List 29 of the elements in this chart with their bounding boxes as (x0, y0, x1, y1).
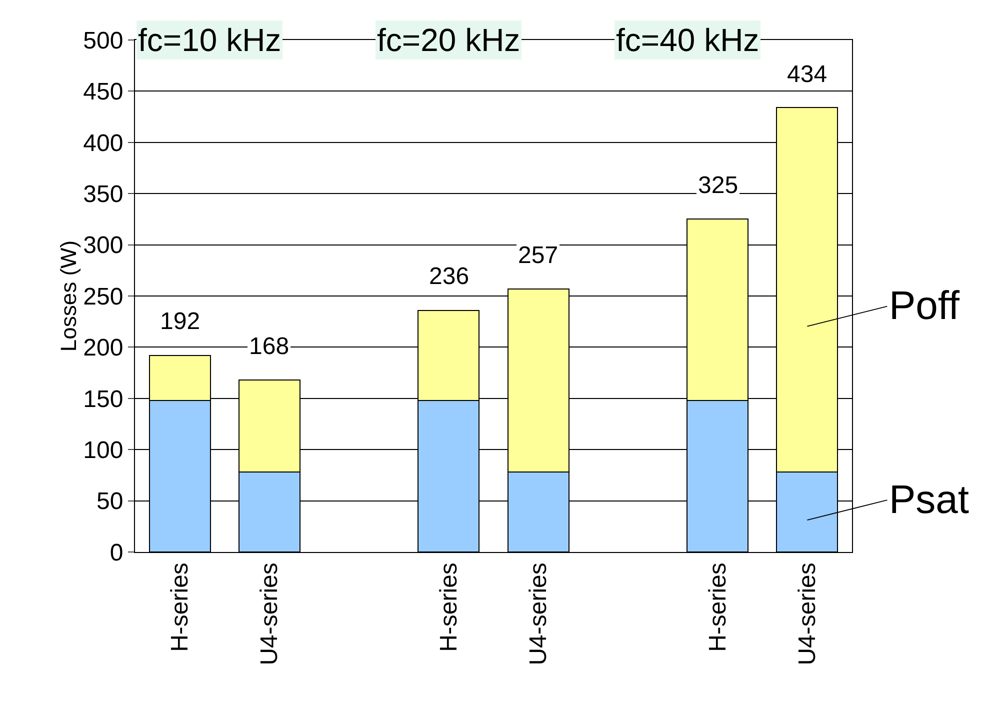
total-label: 257 (518, 242, 558, 269)
y-tick-label: 100 (83, 437, 124, 464)
total-label: 168 (249, 333, 290, 360)
total-label: 325 (698, 172, 738, 199)
legend-label: Poff (889, 284, 960, 328)
y-tick-label: 200 (83, 334, 124, 362)
total-label: 434 (787, 61, 828, 88)
total-label: 192 (160, 308, 200, 335)
y-tick-label: 350 (83, 181, 124, 208)
y-tick-label: 50 (96, 488, 124, 516)
annotation: fc=40 kHz (616, 22, 760, 58)
y-tick-label: 450 (83, 78, 124, 106)
annotation: fc=10 kHz (138, 22, 282, 58)
annotation: fc=20 kHz (377, 22, 520, 58)
y-tick-label: 250 (83, 283, 124, 310)
y-tick-label: 400 (83, 130, 124, 157)
y-tick-label: 150 (83, 386, 124, 413)
y-tick-label: 300 (83, 232, 124, 260)
legend-label: Psat (889, 478, 970, 522)
x-tick-label: H-series (704, 562, 732, 652)
total-label: 236 (429, 263, 470, 290)
x-tick-label: H-series (435, 562, 462, 652)
y-tick-label: 500 (83, 27, 124, 54)
x-tick-label: U4-series (525, 562, 552, 666)
y-axis-title: Losses (W) (56, 240, 82, 352)
y-tick-label: 0 (110, 539, 124, 566)
x-tick-label: U4-series (256, 562, 284, 666)
x-tick-label: H-series (166, 562, 194, 652)
x-tick-label: U4-series (794, 562, 821, 666)
